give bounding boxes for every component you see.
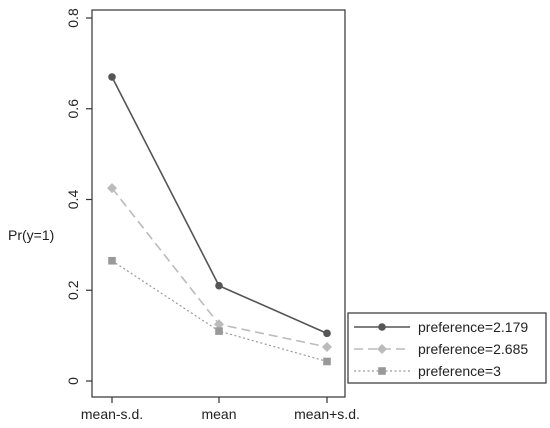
- legend-label: preference=2.179: [418, 319, 528, 335]
- data-point: [215, 327, 223, 335]
- data-point: [107, 183, 117, 194]
- x-tick-label: mean-s.d.: [81, 406, 143, 422]
- series-3: [108, 256, 331, 366]
- data-point: [108, 256, 116, 265]
- y-tick-label: 0.2: [65, 280, 81, 300]
- series-group: [107, 73, 332, 366]
- series-line: [111, 76, 328, 335]
- legend: preference=2.179 preference=2.685 preferen…: [347, 312, 547, 384]
- legend-label: preference=3: [418, 363, 501, 379]
- series-line: [111, 260, 328, 363]
- series-2: [107, 183, 332, 352]
- y-tick-label: 0.6: [65, 99, 81, 119]
- data-point: [215, 281, 223, 290]
- legend-label: preference=2.685: [418, 341, 528, 357]
- x-tick-label: mean+s.d.: [294, 406, 360, 422]
- y-tick-label: 0.4: [65, 190, 81, 210]
- legend-swatch-marker: [378, 323, 386, 331]
- data-point: [322, 341, 332, 352]
- series-1: [108, 73, 331, 338]
- data-point: [323, 329, 331, 338]
- legend-swatch-marker: [378, 367, 386, 375]
- plot-frame: [91, 9, 346, 398]
- y-tick-label: 0.8: [65, 8, 81, 28]
- data-point: [108, 73, 116, 81]
- y-tick-label: 0: [65, 377, 81, 385]
- x-tick-label: mean: [201, 406, 236, 422]
- data-point: [214, 319, 224, 330]
- axes: 0 0.2 0.4 0.6 0.8 mean-s.d. mean mean+s.d.: [65, 8, 360, 422]
- y-axis-label: Pr(y=1): [8, 227, 54, 243]
- data-point: [323, 357, 331, 366]
- legend-swatch-marker: [377, 344, 387, 354]
